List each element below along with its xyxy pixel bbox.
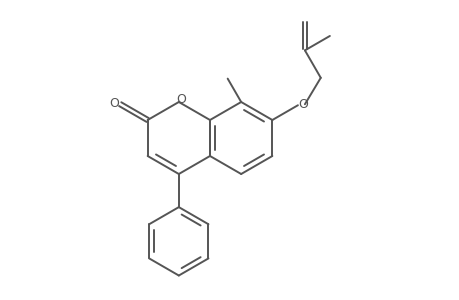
Text: O: O (109, 97, 119, 110)
Text: O: O (297, 98, 307, 111)
Text: O: O (175, 92, 185, 106)
